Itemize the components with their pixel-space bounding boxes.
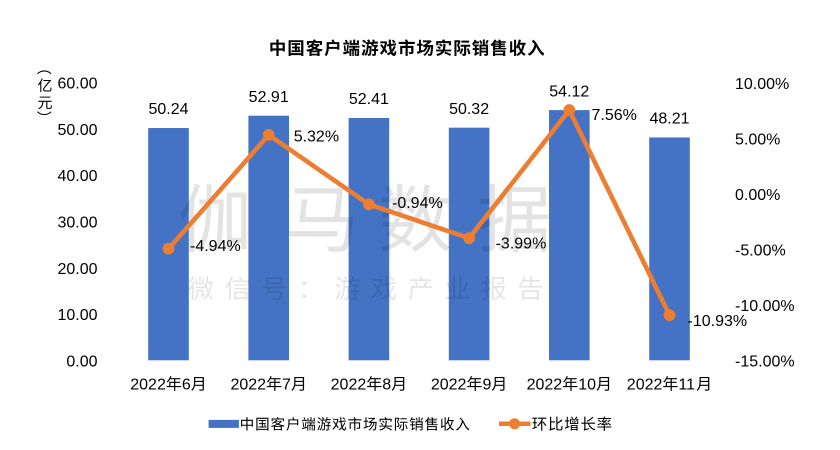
svg-text:10: 10 <box>578 376 596 393</box>
svg-text:-5.00%: -5.00% <box>735 243 786 260</box>
svg-text:7.56%: 7.56% <box>592 107 637 124</box>
svg-text:6: 6 <box>182 376 191 393</box>
svg-text:-15.00%: -15.00% <box>735 354 795 371</box>
svg-text:-0.94%: -0.94% <box>392 195 443 212</box>
svg-text:7: 7 <box>282 376 291 393</box>
svg-text:-10.93%: -10.93% <box>688 313 748 330</box>
svg-text:52.91: 52.91 <box>249 89 289 106</box>
svg-text:10.00: 10.00 <box>57 307 97 324</box>
svg-text:50.00: 50.00 <box>57 122 97 139</box>
svg-text:-4.94%: -4.94% <box>190 238 241 255</box>
svg-text:-3.99%: -3.99% <box>496 236 547 253</box>
svg-text:9: 9 <box>482 376 491 393</box>
svg-text:0.00%: 0.00% <box>735 187 780 204</box>
svg-text:5.32%: 5.32% <box>294 129 339 146</box>
svg-text:50.32: 50.32 <box>449 101 489 118</box>
svg-text:54.12: 54.12 <box>549 83 589 100</box>
svg-text:2022: 2022 <box>527 376 563 393</box>
svg-text:2022: 2022 <box>130 376 166 393</box>
svg-text:52.41: 52.41 <box>349 91 389 108</box>
svg-text:40.00: 40.00 <box>57 168 97 185</box>
svg-text:50.24: 50.24 <box>148 101 188 118</box>
svg-text:0.00: 0.00 <box>66 353 97 370</box>
svg-text:-10.00%: -10.00% <box>735 298 795 315</box>
svg-text:10.00%: 10.00% <box>735 76 789 93</box>
svg-text:60.00: 60.00 <box>57 76 97 93</box>
svg-text:20.00: 20.00 <box>57 261 97 278</box>
svg-text:2022: 2022 <box>431 376 467 393</box>
svg-text:2022: 2022 <box>627 376 663 393</box>
svg-text:2022: 2022 <box>331 376 367 393</box>
svg-text:30.00: 30.00 <box>57 214 97 231</box>
svg-text:2022: 2022 <box>230 376 266 393</box>
svg-text:5.00%: 5.00% <box>735 131 780 148</box>
svg-text:48.21: 48.21 <box>649 111 689 128</box>
svg-text:8: 8 <box>382 376 391 393</box>
svg-text:11: 11 <box>678 376 695 393</box>
